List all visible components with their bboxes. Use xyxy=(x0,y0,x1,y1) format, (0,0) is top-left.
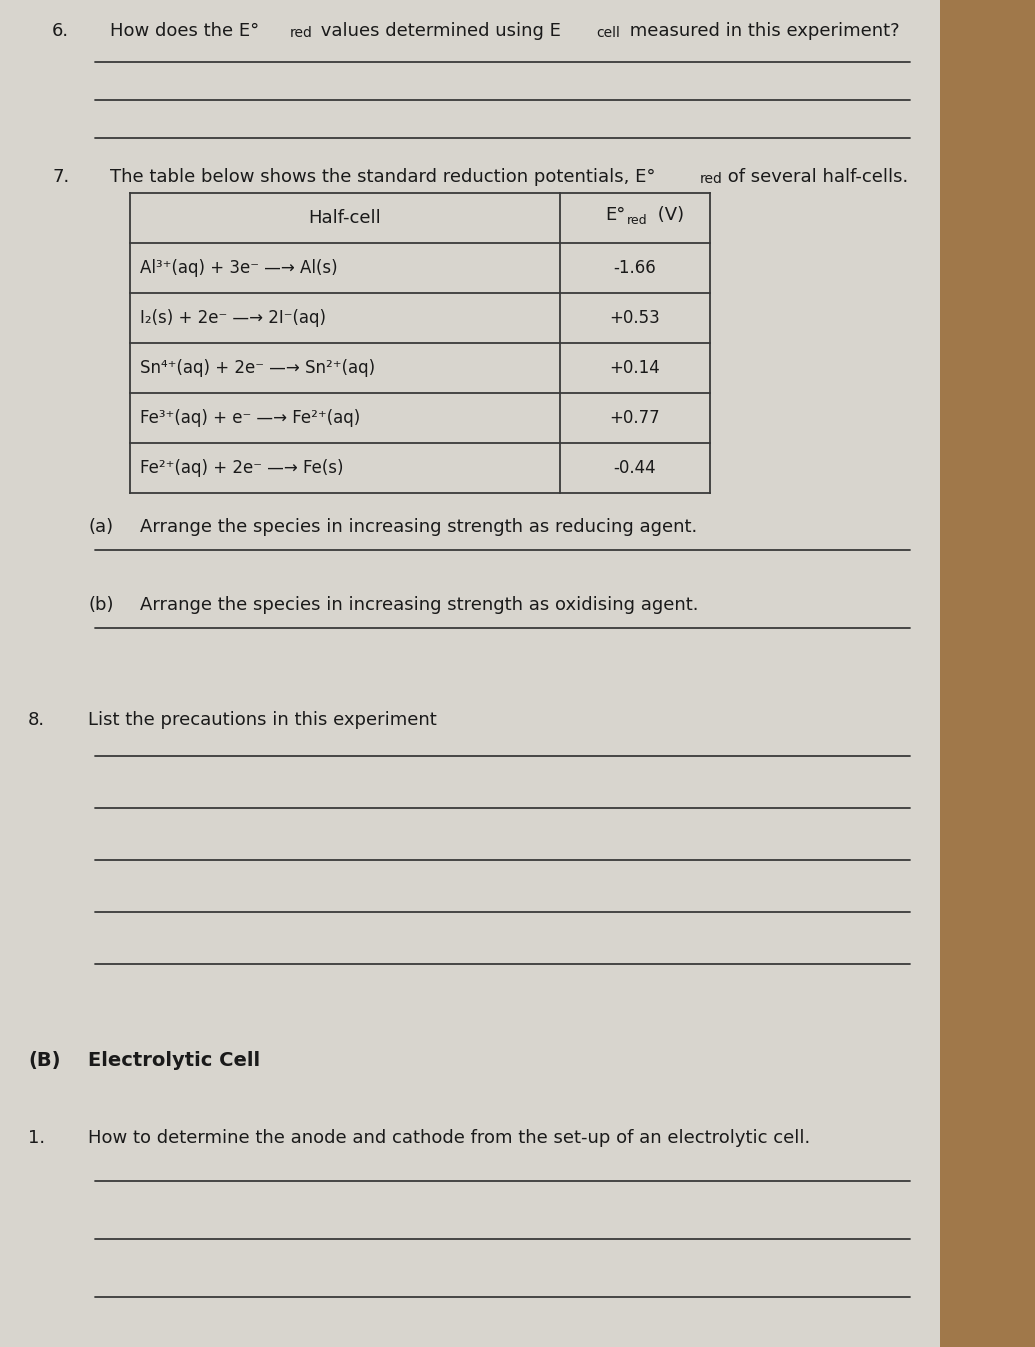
Text: measured in this experiment?: measured in this experiment? xyxy=(624,22,899,40)
Text: 8.: 8. xyxy=(28,711,46,729)
Text: E°: E° xyxy=(605,206,625,224)
Text: 6.: 6. xyxy=(52,22,69,40)
Text: 7.: 7. xyxy=(52,168,69,186)
Text: of several half-cells.: of several half-cells. xyxy=(722,168,909,186)
Text: red: red xyxy=(700,172,722,186)
Text: (b): (b) xyxy=(88,595,114,614)
Text: +0.14: +0.14 xyxy=(610,360,660,377)
Text: (a): (a) xyxy=(88,519,113,536)
Text: Arrange the species in increasing strength as reducing agent.: Arrange the species in increasing streng… xyxy=(140,519,698,536)
Text: Electrolytic Cell: Electrolytic Cell xyxy=(88,1051,260,1070)
Bar xyxy=(870,0,1035,1347)
Text: red: red xyxy=(290,26,313,40)
Text: +0.77: +0.77 xyxy=(610,409,660,427)
Text: values determined using E: values determined using E xyxy=(315,22,561,40)
Text: Fe²⁺(aq) + 2e⁻ —→ Fe(s): Fe²⁺(aq) + 2e⁻ —→ Fe(s) xyxy=(140,459,344,477)
Text: cell: cell xyxy=(596,26,620,40)
Text: Sn⁴⁺(aq) + 2e⁻ —→ Sn²⁺(aq): Sn⁴⁺(aq) + 2e⁻ —→ Sn²⁺(aq) xyxy=(140,360,375,377)
Text: Arrange the species in increasing strength as oxidising agent.: Arrange the species in increasing streng… xyxy=(140,595,699,614)
Text: Fe³⁺(aq) + e⁻ —→ Fe²⁺(aq): Fe³⁺(aq) + e⁻ —→ Fe²⁺(aq) xyxy=(140,409,360,427)
Text: How does the E°: How does the E° xyxy=(110,22,259,40)
Text: red: red xyxy=(627,214,648,228)
Text: I₂(s) + 2e⁻ —→ 2I⁻(aq): I₂(s) + 2e⁻ —→ 2I⁻(aq) xyxy=(140,308,326,327)
Text: +0.53: +0.53 xyxy=(610,308,660,327)
Text: 1.: 1. xyxy=(28,1129,46,1148)
Text: (V): (V) xyxy=(652,206,684,224)
Text: How to determine the anode and cathode from the set-up of an electrolytic cell.: How to determine the anode and cathode f… xyxy=(88,1129,810,1148)
Text: -1.66: -1.66 xyxy=(614,259,656,277)
Text: Half-cell: Half-cell xyxy=(308,209,381,228)
Text: -0.44: -0.44 xyxy=(614,459,656,477)
Text: Al³⁺(aq) + 3e⁻ —→ Al(s): Al³⁺(aq) + 3e⁻ —→ Al(s) xyxy=(140,259,337,277)
Text: The table below shows the standard reduction potentials, E°: The table below shows the standard reduc… xyxy=(110,168,655,186)
Text: List the precautions in this experiment: List the precautions in this experiment xyxy=(88,711,437,729)
Text: (B): (B) xyxy=(28,1051,60,1070)
